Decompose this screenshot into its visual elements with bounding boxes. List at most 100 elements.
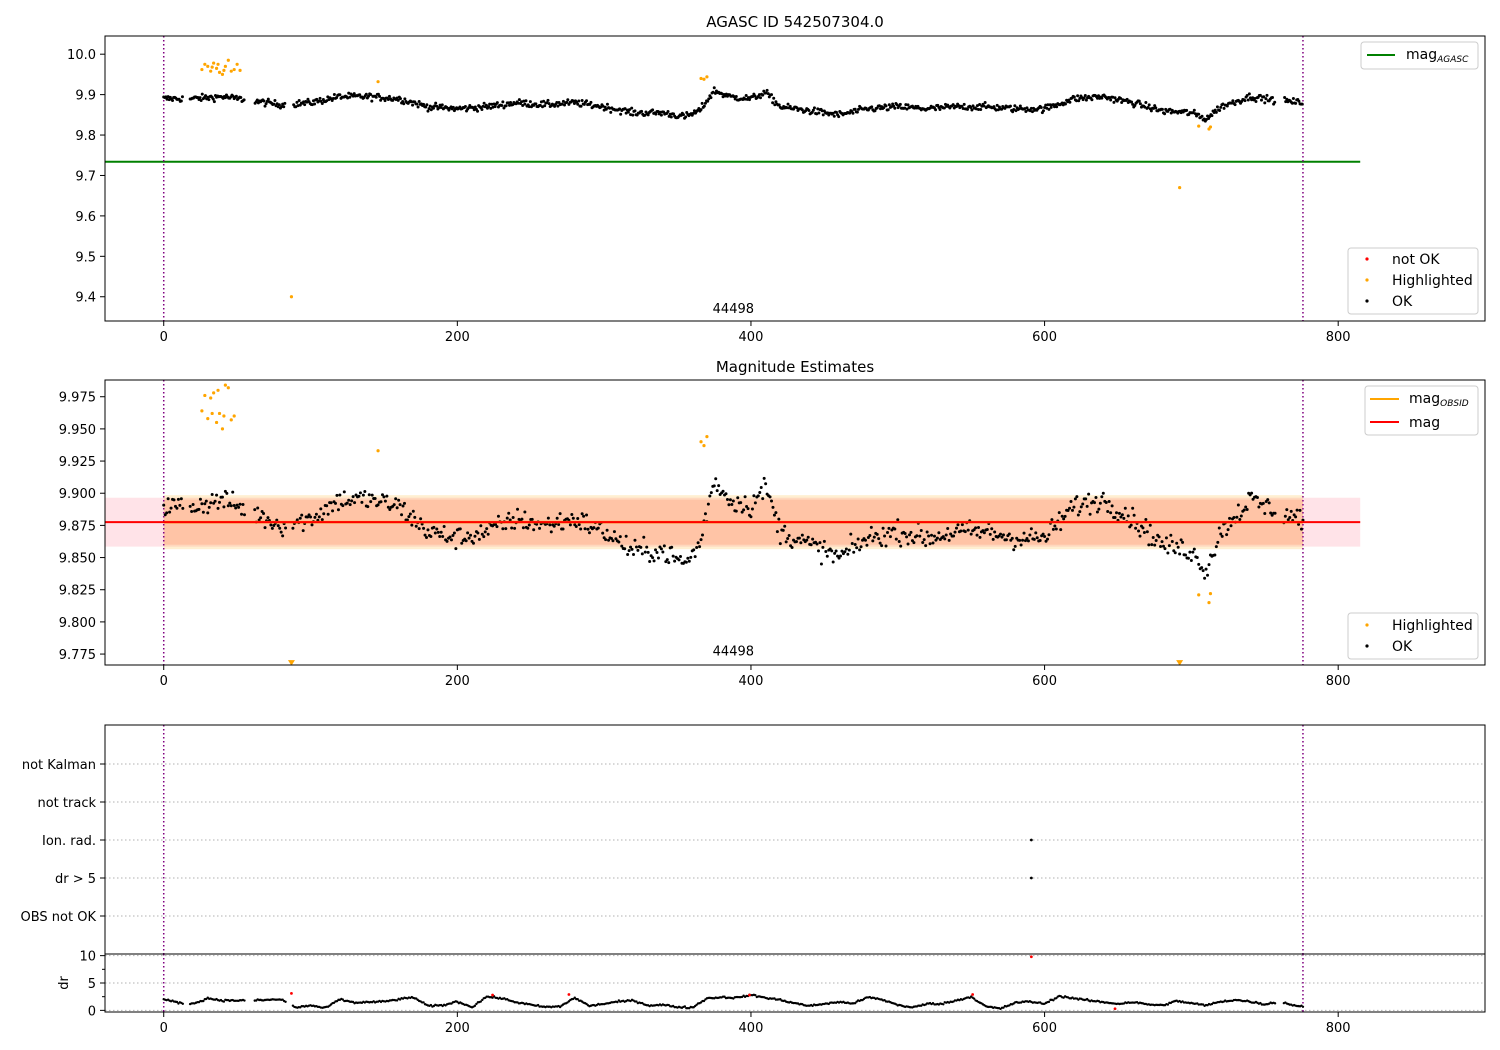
highlighted-point	[206, 417, 210, 421]
ok-point	[665, 558, 669, 562]
ok-point	[427, 107, 431, 111]
ok-point	[1012, 548, 1016, 552]
ok-point	[386, 505, 390, 509]
legend-lines: magOBSID mag	[1364, 385, 1479, 436]
ok-point	[1014, 109, 1018, 113]
ok-point	[1085, 504, 1089, 508]
highlighted-point	[702, 77, 706, 81]
ok-point	[1057, 511, 1061, 515]
ok-point	[1251, 497, 1255, 501]
ok-point	[863, 538, 867, 542]
ok-point	[200, 502, 204, 506]
ok-point	[1025, 537, 1029, 541]
ok-point	[198, 497, 202, 501]
ok-point	[495, 101, 499, 105]
ok-point	[1070, 508, 1074, 512]
ok-point	[1028, 533, 1032, 537]
ok-point	[480, 108, 484, 112]
ok-point	[903, 532, 907, 536]
dr-not-ok-point	[971, 993, 975, 996]
ok-point	[815, 542, 819, 546]
x-tick-label: 0	[160, 1021, 168, 1036]
ok-point	[757, 93, 761, 97]
ok-point	[1066, 508, 1070, 512]
ok-point	[1206, 573, 1210, 577]
ok-point	[405, 518, 409, 522]
ok-point	[882, 106, 886, 110]
ok-point	[414, 524, 418, 528]
ok-point	[1088, 512, 1092, 516]
ok-point	[434, 101, 438, 105]
ok-point	[643, 113, 647, 117]
ok-point	[1218, 109, 1222, 113]
ok-point	[991, 537, 995, 541]
ok-point	[408, 512, 412, 516]
ok-point	[954, 526, 958, 530]
ok-point	[1011, 110, 1015, 114]
ok-point	[843, 550, 847, 554]
ok-point	[382, 495, 386, 499]
ok-point	[425, 103, 429, 107]
ok-point	[897, 540, 901, 544]
ok-point	[1144, 100, 1148, 104]
ok-point	[452, 531, 456, 535]
ok-point	[454, 547, 458, 551]
ok-point	[609, 110, 613, 114]
ok-point	[1125, 97, 1129, 101]
flag-point	[1029, 838, 1033, 842]
ok-point	[338, 493, 342, 497]
ok-point	[850, 541, 854, 545]
ok-point	[449, 538, 453, 542]
ok-point	[895, 103, 899, 107]
ok-point	[739, 501, 743, 505]
ok-point	[262, 512, 266, 516]
ok-point	[561, 527, 565, 531]
ok-point	[1029, 527, 1033, 531]
ok-point	[1153, 104, 1157, 108]
ok-point	[1013, 544, 1017, 548]
ok-point	[619, 112, 623, 116]
ok-point	[566, 98, 570, 102]
obsid-label: 44498	[713, 302, 754, 317]
y-tick-label: 9.925	[59, 455, 96, 470]
highlighted-point	[705, 75, 709, 79]
ok-point	[623, 547, 627, 551]
dr-point	[972, 997, 976, 1000]
ok-point	[164, 95, 168, 99]
ok-point	[1024, 110, 1028, 114]
ok-point	[837, 115, 841, 119]
ok-point	[631, 113, 635, 117]
ok-point	[218, 500, 222, 504]
ok-point	[586, 527, 590, 531]
ok-point	[659, 113, 663, 117]
ok-point	[392, 503, 396, 507]
ok-point	[651, 108, 655, 112]
ok-point	[256, 506, 260, 510]
ok-point	[492, 102, 496, 106]
ok-point	[1289, 509, 1293, 513]
ok-point	[473, 534, 477, 538]
ok-point	[632, 552, 636, 556]
ok-point	[966, 528, 970, 532]
ok-point	[314, 512, 318, 516]
legend-ok-label: OK	[1392, 639, 1413, 655]
ok-point	[241, 503, 245, 507]
ok-point	[262, 99, 266, 103]
ok-point	[887, 526, 891, 530]
ok-point	[1266, 498, 1270, 502]
ok-point	[859, 545, 863, 549]
ok-point	[928, 542, 932, 546]
ok-point	[1210, 114, 1214, 118]
ok-point	[476, 531, 480, 535]
ok-point	[508, 518, 512, 522]
ok-point	[1173, 551, 1177, 555]
dr-point	[284, 1000, 287, 1004]
ok-point	[171, 99, 175, 103]
ok-point	[1119, 96, 1123, 100]
ok-point	[436, 530, 440, 534]
ok-point	[188, 504, 192, 508]
ok-point	[238, 502, 242, 506]
ok-point	[358, 491, 362, 495]
ok-point	[1191, 550, 1195, 554]
ok-point	[766, 92, 770, 96]
